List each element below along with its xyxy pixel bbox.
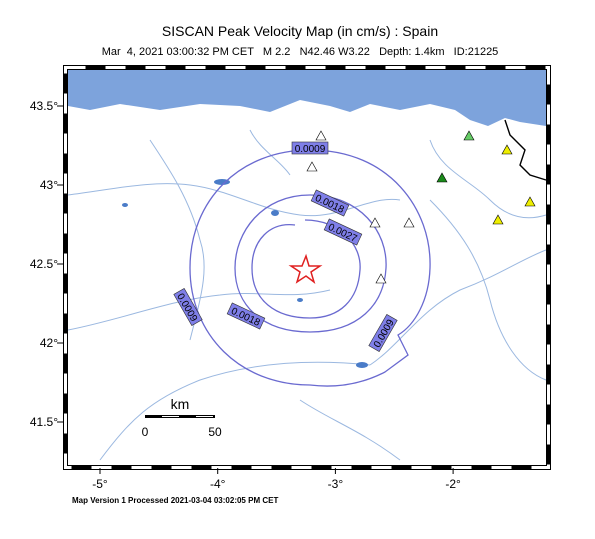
x-tick-label: -2° <box>445 477 461 491</box>
rivers <box>67 129 547 461</box>
y-tick-label: 43° <box>40 178 58 192</box>
y-tick-label: 42.5° <box>30 257 58 271</box>
epicenter <box>288 253 323 284</box>
title: SISCAN Peak Velocity Map (in cm/s) : Spa… <box>162 23 438 39</box>
y-tick-label: 43.5° <box>30 99 58 113</box>
footer: Map Version 1 Processed 2021-03-04 03:02… <box>72 496 278 505</box>
contour-labels: 0.0009 0.0018 0.0027 0.0009 0.0018 0.000… <box>173 141 398 352</box>
x-tick-label: -3° <box>328 477 344 491</box>
y-tick-label: 41.5° <box>30 415 58 429</box>
y-tick-label: 42° <box>40 336 58 350</box>
scale-bar: km 0 50 <box>142 396 222 439</box>
x-tick-label: -4° <box>210 477 226 491</box>
x-tick-label: -5° <box>92 477 108 491</box>
land <box>68 70 546 465</box>
scale-unit: km <box>171 396 190 412</box>
scale-end: 50 <box>208 425 222 439</box>
sea <box>68 70 546 126</box>
map-area: 0.0009 0.0018 0.0027 0.0009 0.0018 0.000… <box>67 70 547 465</box>
pga-contours <box>189 149 431 387</box>
contour-label: 0.0009 <box>295 144 326 155</box>
frame-ticks <box>64 66 550 469</box>
subtitle: Mar 4, 2021 03:00:32 PM CET M 2.2 N42.46… <box>102 46 499 58</box>
scale-start: 0 <box>142 425 149 439</box>
stations <box>306 130 536 284</box>
border <box>504 119 547 181</box>
